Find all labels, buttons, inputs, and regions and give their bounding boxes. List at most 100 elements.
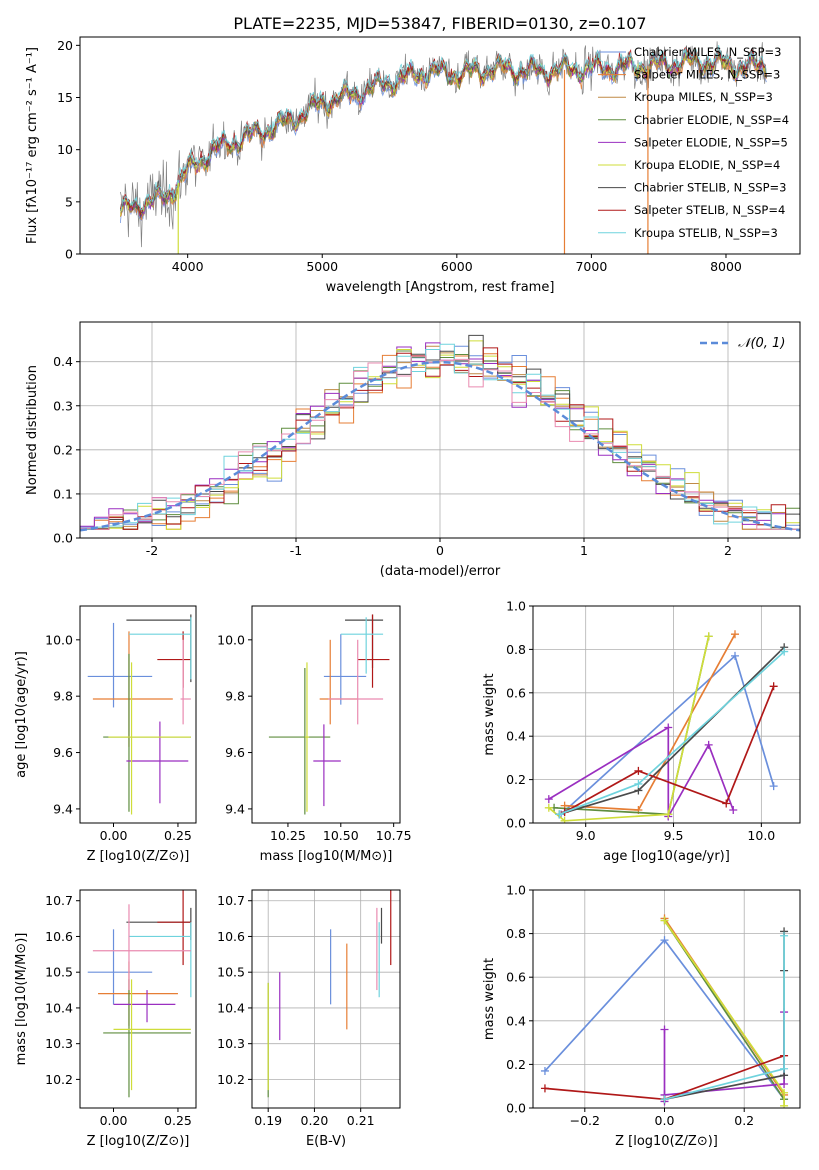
errorbar-point	[126, 721, 189, 804]
axes-frame	[532, 605, 801, 824]
plot-area-age-vs-mass	[268, 614, 390, 815]
plot-area-residual-histogram	[80, 334, 800, 532]
x-tick-label: 0.20	[301, 1113, 329, 1128]
y-tick-label: 5	[65, 194, 73, 209]
plot-area-mass-weight-vs-Z	[540, 914, 789, 1108]
y-tick-label: 15	[57, 90, 73, 105]
x-tick-label: 8000	[710, 259, 742, 274]
legend-label: Salpeter ELODIE, N_SSP=5	[634, 135, 788, 149]
y-tick-label: 0.6	[506, 970, 526, 985]
legend-label: Salpeter STELIB, N_SSP=4	[634, 203, 785, 217]
y-tick-label: 0.6	[506, 685, 526, 700]
series-marker	[540, 1084, 549, 1093]
y-tick-label: 10.6	[45, 929, 73, 944]
y-tick-label: 10.7	[217, 893, 245, 908]
legend-label: Kroupa MILES, N_SSP=3	[634, 90, 773, 104]
errorbar-point	[113, 990, 176, 1023]
panel-residual-histogram: -2 -1 0 1 2 0.0 0.1 0.2 0.3 0.4 (data-model)/error…	[25, 321, 801, 579]
series-marker	[780, 1101, 789, 1108]
y-tick-label: 0.2	[506, 772, 526, 787]
y-tick-label: 9.6	[53, 745, 73, 760]
errorbar-point	[157, 890, 191, 966]
panel-mass-vs-ebv: 0.19 0.20 0.21 10.2 10.3 10.4 10.5 10.6 10.7 E(B-…	[217, 889, 401, 1149]
x-tick-label: 0	[436, 543, 444, 558]
errorbar-point	[323, 634, 367, 705]
y-tick-label: 10	[57, 142, 73, 157]
y-tick-label: 0.4	[506, 1013, 526, 1028]
x-tick-label: 0.00	[100, 828, 128, 843]
y-tick-label: 0.1	[53, 486, 73, 501]
series-marker	[731, 651, 740, 660]
series-marker	[780, 1080, 789, 1089]
x-tick-label: 0.00	[100, 1113, 128, 1128]
x-tick-label: -1	[290, 543, 302, 558]
axes-frame	[532, 889, 801, 1109]
y-tick-label: 9.4	[225, 801, 245, 816]
x-tick-label: 9.0	[576, 828, 596, 843]
spectrum-legend: Chabrier MILES, N_SSP=3 Salpeter MILES, N…	[598, 45, 789, 240]
x-tick-label: 9.5	[664, 828, 684, 843]
plot-area-mass-vs-ebv	[267, 890, 392, 1098]
errorbar-point	[180, 639, 191, 725]
errorbar-point	[268, 668, 331, 815]
panel-mass-weight-vs-age: 9.0 9.5 10.0 0.0 0.2 0.4 0.6 0.8 1.0 age [log10(a…	[482, 599, 801, 864]
series-marker	[780, 1064, 789, 1073]
y-tick-label: 9.4	[53, 801, 73, 816]
y-tick-label: 10.3	[217, 1036, 245, 1051]
y-tick-label: 1.0	[506, 883, 526, 898]
x-axis-label: (data-model)/error	[380, 564, 501, 579]
x-axis-label: age [log10(age/yr)]	[603, 849, 730, 864]
series-marker	[664, 723, 673, 732]
series-marker	[731, 630, 740, 639]
y-tick-label: 10.5	[45, 965, 73, 980]
x-tick-label: 10.25	[270, 828, 306, 843]
panel-mass-weight-vs-Z: −0.2 0.0 0.2 0.0 0.2 0.4 0.6 0.8 1.0 Z [log10(Z/Z…	[482, 883, 801, 1149]
y-tick-label: 0.0	[506, 816, 526, 831]
errorbar-point	[92, 904, 191, 991]
errorbar-point	[340, 617, 384, 674]
y-axis-label: Normed distribution	[25, 365, 40, 495]
series-marker	[722, 799, 731, 808]
y-tick-label: 0.3	[53, 398, 73, 413]
errorbar-point	[113, 979, 191, 1091]
x-tick-label: 0.19	[254, 1113, 282, 1128]
series-marker	[540, 1066, 549, 1075]
x-tick-label: 5000	[306, 259, 338, 274]
series-marker	[729, 805, 738, 814]
y-tick-label: 0.0	[53, 531, 73, 546]
legend-label: Kroupa ELODIE, N_SSP=4	[634, 158, 780, 172]
y-tick-label: 10.7	[45, 893, 73, 908]
legend-label: Chabrier ELODIE, N_SSP=4	[634, 113, 789, 127]
errorbar-point	[108, 662, 191, 815]
series-marker	[660, 1095, 669, 1104]
errorbar-point	[128, 922, 192, 998]
x-tick-label: −0.2	[570, 1113, 600, 1128]
y-axis-label: Flux [fλ10⁻¹⁷ erg cm⁻² s⁻¹ A⁻¹]	[25, 47, 40, 244]
y-axis-label: mass [log10(M/M⊙)]	[14, 933, 29, 1066]
series-marker	[660, 916, 669, 925]
series-marker	[704, 632, 713, 641]
series-marker	[664, 810, 673, 819]
panel-age-vs-Z: 0.00 0.25 9.4 9.6 9.8 10.0 Z [log10(Z/Z⊙)] age …	[14, 605, 197, 864]
series-marker	[544, 795, 553, 804]
plot-area-spectrum	[120, 41, 767, 254]
model-spectrum-kroupa_stelib	[120, 44, 767, 211]
y-tick-label: 10.6	[217, 929, 245, 944]
residual-histogram-kroupa_stelib	[80, 343, 800, 530]
legend-label: Chabrier MILES, N_SSP=3	[634, 45, 781, 59]
axes-frame	[79, 889, 197, 1109]
series-marker	[780, 1088, 789, 1097]
errorbar-point	[103, 979, 191, 1098]
y-tick-label: 0.2	[53, 442, 73, 457]
x-tick-label: -2	[146, 543, 158, 558]
x-tick-label: 0.25	[164, 828, 192, 843]
plot-area-mass-weight-vs-age	[544, 630, 789, 823]
y-tick-label: 0.8	[506, 642, 526, 657]
series-marker	[780, 647, 789, 656]
x-axis-label: wavelength [Angstrom, rest frame]	[326, 280, 555, 295]
x-tick-label: 6000	[441, 259, 473, 274]
series-line-salpeter_stelib	[564, 685, 775, 813]
series-marker	[660, 1025, 669, 1034]
errorbar-point	[328, 639, 384, 725]
